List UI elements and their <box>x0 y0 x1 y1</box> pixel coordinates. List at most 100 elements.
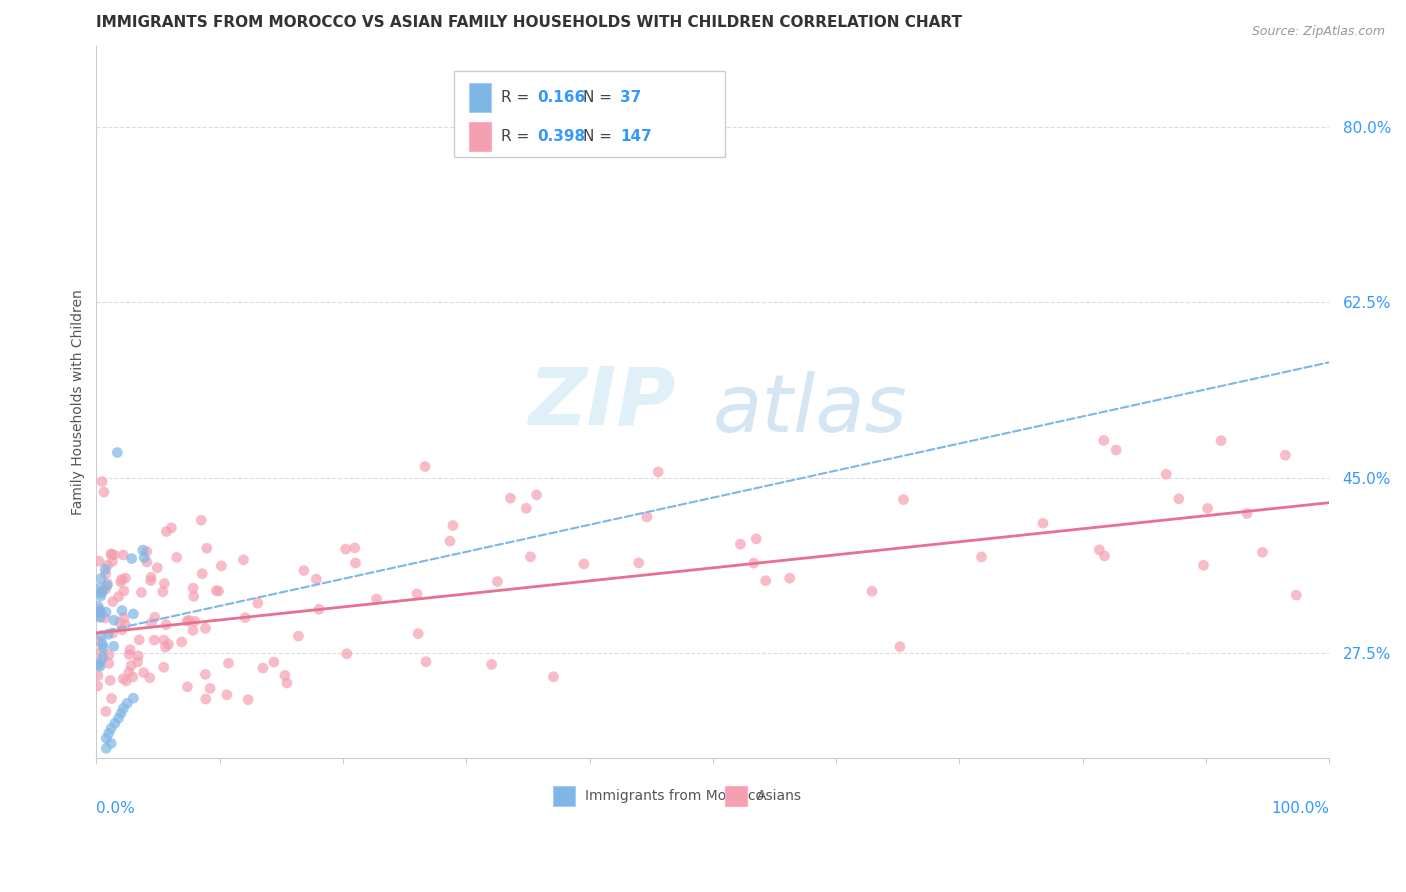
Point <box>181 581 204 595</box>
Point <box>343 541 366 555</box>
Point <box>87 668 110 682</box>
Point <box>101 626 124 640</box>
Point <box>153 576 176 591</box>
Point <box>155 617 177 632</box>
Text: 0.0%: 0.0% <box>97 801 135 816</box>
Point <box>139 671 162 685</box>
Point <box>441 518 464 533</box>
Point <box>112 672 135 686</box>
Bar <box>468 83 491 112</box>
Point <box>115 696 138 710</box>
Point <box>100 721 122 735</box>
Point <box>103 613 125 627</box>
Point <box>1092 434 1115 448</box>
Text: ZIP: ZIP <box>529 363 676 442</box>
Point <box>91 475 114 489</box>
Point <box>232 553 254 567</box>
Point <box>89 634 111 648</box>
Point <box>132 543 155 558</box>
Point <box>143 633 166 648</box>
FancyBboxPatch shape <box>454 71 725 157</box>
Text: 100.0%: 100.0% <box>1271 801 1329 816</box>
Point <box>97 648 120 662</box>
Point <box>100 736 122 750</box>
Point <box>191 566 214 581</box>
Point <box>121 670 143 684</box>
Point <box>779 571 801 585</box>
Point <box>209 558 232 573</box>
Point <box>274 668 297 682</box>
Point <box>153 633 176 648</box>
Point <box>745 532 768 546</box>
Point <box>160 521 183 535</box>
Point <box>415 655 437 669</box>
Text: IMMIGRANTS FROM MOROCCO VS ASIAN FAMILY HOUSEHOLDS WITH CHILDREN CORRELATION CHA: IMMIGRANTS FROM MOROCCO VS ASIAN FAMILY … <box>97 15 962 30</box>
Point <box>112 583 135 598</box>
Point <box>90 645 112 659</box>
Point <box>155 640 177 654</box>
Point <box>336 647 359 661</box>
Point <box>252 661 274 675</box>
Point <box>103 640 125 654</box>
Point <box>515 501 537 516</box>
Text: Immigrants from Morocco: Immigrants from Morocco <box>585 789 763 803</box>
Point <box>112 610 135 624</box>
Point <box>90 607 112 621</box>
Text: N =: N = <box>583 90 617 104</box>
Point <box>120 642 142 657</box>
Point <box>184 615 207 629</box>
Point <box>90 629 112 643</box>
Point <box>1032 516 1054 531</box>
Point <box>730 537 752 551</box>
Point <box>636 510 658 524</box>
Point <box>91 584 114 599</box>
Point <box>94 566 117 581</box>
Point <box>135 555 157 569</box>
Point <box>94 582 117 597</box>
Point <box>104 716 127 731</box>
Point <box>627 556 650 570</box>
Point <box>108 615 131 630</box>
Point <box>1285 588 1308 602</box>
Point <box>194 667 217 681</box>
Point <box>96 576 118 591</box>
Point <box>94 705 117 719</box>
Point <box>194 692 217 706</box>
Point <box>91 640 114 655</box>
Point <box>481 657 503 672</box>
Point <box>146 561 169 575</box>
Point <box>91 637 114 651</box>
Point <box>406 626 429 640</box>
Point <box>110 706 132 721</box>
Point <box>134 550 156 565</box>
Point <box>111 623 134 637</box>
Point <box>499 491 522 505</box>
Point <box>1236 507 1258 521</box>
Point <box>89 605 111 619</box>
Point <box>91 582 114 597</box>
Point <box>543 670 565 684</box>
Point <box>176 614 198 628</box>
Point <box>139 574 162 588</box>
Bar <box>725 786 748 806</box>
Point <box>89 602 111 616</box>
Point <box>118 665 141 680</box>
Point <box>110 574 132 589</box>
Point <box>215 688 238 702</box>
Bar <box>553 786 575 806</box>
Text: R =: R = <box>501 90 534 104</box>
Point <box>366 591 388 606</box>
Point <box>122 607 145 621</box>
Point <box>94 562 117 576</box>
Point <box>97 657 120 671</box>
Point <box>233 610 256 624</box>
Point <box>246 596 269 610</box>
Point <box>105 445 128 459</box>
Point <box>132 665 155 680</box>
Point <box>1094 549 1116 563</box>
Text: atlas: atlas <box>713 370 908 449</box>
Point <box>87 657 110 672</box>
Point <box>100 691 122 706</box>
Point <box>1251 545 1274 559</box>
Point <box>190 513 212 527</box>
